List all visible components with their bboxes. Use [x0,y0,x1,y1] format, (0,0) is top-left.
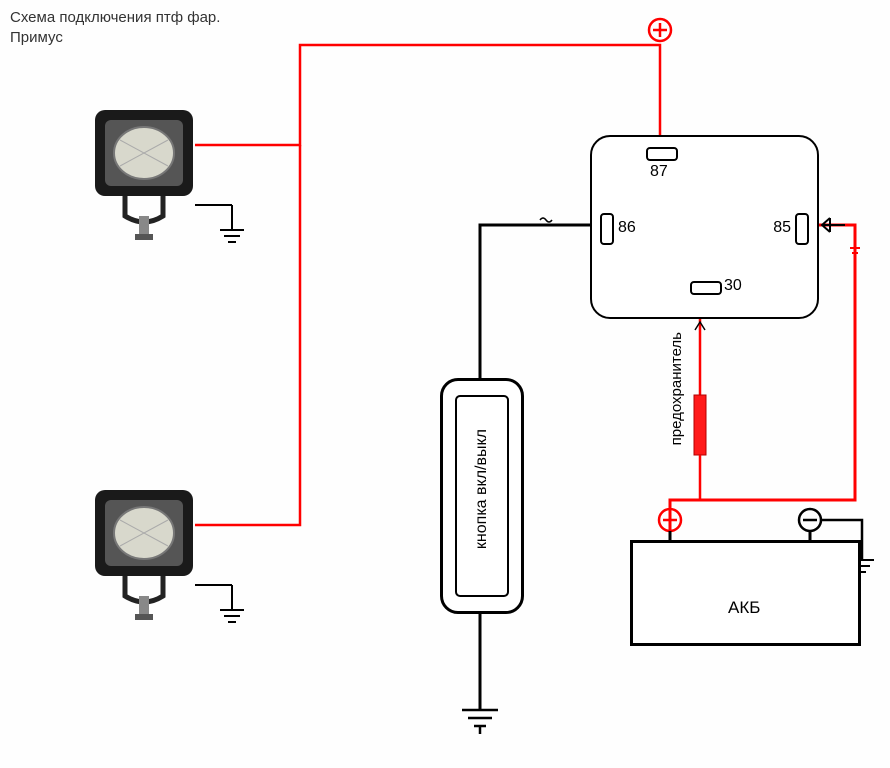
switch: кнопка вкл/выкл [440,378,524,614]
relay-label-87: 87 [650,163,668,181]
plus-top-icon [649,19,671,41]
relay-pin-30 [690,281,722,295]
title-line-1: Схема подключения птф фар. [10,8,220,28]
relay-pin-87 [646,147,678,161]
pos-wire-relay-to-lamps [195,45,660,145]
ground-lamp2-icon [195,585,244,622]
neg-wire-86-to-switch [480,225,595,378]
relay-label-86: 86 [618,219,636,237]
relay-label-85: 85 [773,219,791,237]
title-line-2: Примус [10,28,220,48]
relay-label-30: 30 [724,277,742,295]
battery-minus-icon [799,509,821,531]
fuse-icon [694,395,706,455]
battery-plus-icon [659,509,681,531]
battery: АКБ [630,540,861,646]
arrow-85-icon [822,218,845,232]
relay: 87 86 85 30 [590,135,819,319]
pos-wire-branch-lamp2 [195,145,300,525]
fog-lamp-1-icon [95,110,193,240]
diagram-canvas: Схема подключения птф фар. Примус [0,0,890,768]
ground-lamp1-icon [195,205,244,242]
relay-pin-85 [795,213,809,245]
switch-label: кнопка вкл/выкл [473,429,491,549]
relay-pin-86 [600,213,614,245]
fog-lamp-2-icon [95,490,193,620]
diagram-title: Схема подключения птф фар. Примус [10,8,220,47]
ground-switch-icon [462,710,498,734]
battery-label: АКБ [728,598,760,618]
fuse-label: предохранитель [668,332,685,445]
